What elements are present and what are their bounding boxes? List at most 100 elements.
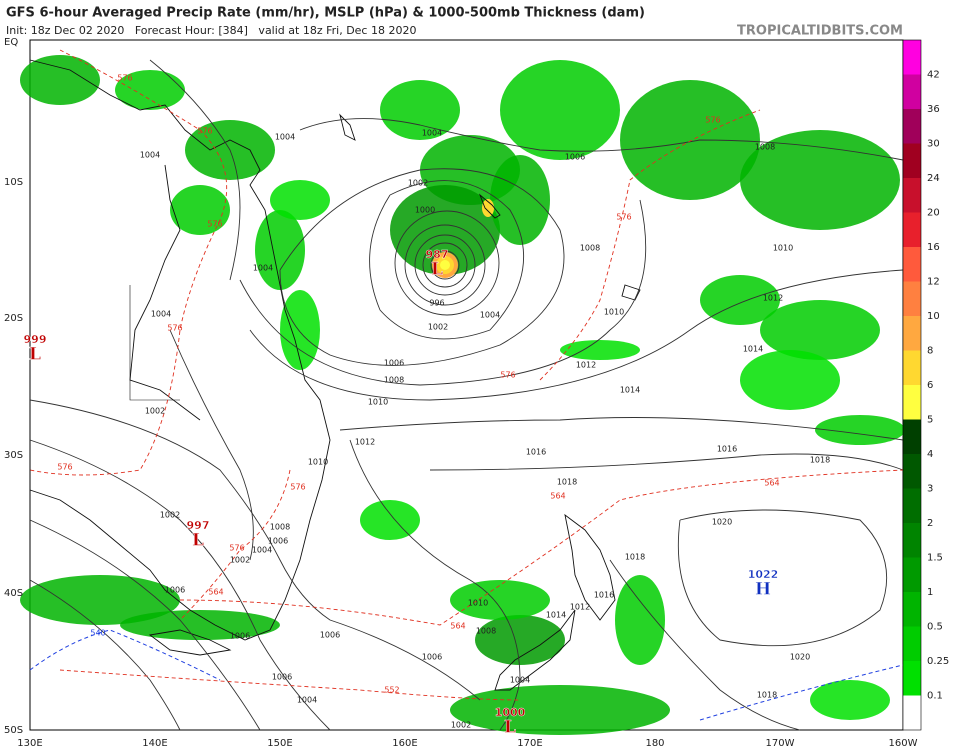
subtitle: Init: 18z Dec 02 2020 Forecast Hour: [38… (6, 24, 416, 37)
colorbar-segment (903, 626, 921, 661)
colorbar-segment (903, 74, 921, 109)
lat-label: 10S (4, 177, 23, 188)
thickness-label: 576 (705, 116, 720, 125)
isobar-label: 1014 (546, 611, 566, 620)
thickness-label: 564 (208, 588, 223, 597)
isobar-label: 1006 (268, 537, 288, 546)
colorbar-label: 0.1 (927, 691, 943, 702)
isobar-label: 1008 (580, 244, 600, 253)
precip-area (450, 685, 670, 735)
colorbar-label: 10 (927, 311, 940, 322)
precip-area (255, 210, 305, 290)
isobar-label: 1020 (712, 518, 732, 527)
precip-area (270, 180, 330, 220)
lat-label: 30S (4, 450, 23, 461)
isobar-label: 1004 (252, 546, 272, 555)
colorbar-label: 0.5 (927, 622, 943, 633)
colorbar-segment (903, 247, 921, 282)
isobar-label: 1002 (428, 323, 448, 332)
precip-area (20, 55, 100, 105)
isobar-label: 1004 (422, 129, 442, 138)
precip-area (475, 615, 565, 665)
isobar-label: 1016 (526, 448, 546, 457)
colorbar-label: 5 (927, 415, 933, 426)
colorbar-segment (903, 419, 921, 454)
colorbar: 0.1 0.25 0.5 1 1.5 2 3 4 5 6 8 10 12 16 20 24 30 36 42 (902, 39, 949, 731)
isobar-label: 1004 (151, 310, 171, 319)
pressure-letter: H (755, 580, 771, 600)
precip-area (615, 575, 665, 665)
precip-area (280, 290, 320, 370)
thickness-label: 576 (57, 463, 72, 472)
colorbar-segment (903, 316, 921, 351)
isobar-label: 1006 (165, 586, 185, 595)
colorbar-segment (903, 557, 921, 592)
isobar-label: 1018 (557, 478, 577, 487)
isobar-label: 1004 (253, 264, 273, 273)
precip-area (120, 610, 280, 640)
thickness-lines (29, 49, 904, 701)
pressure-value: 1000 (495, 706, 526, 719)
isobar-label: 1008 (476, 627, 496, 636)
colorbar-label: 20 (927, 208, 940, 219)
pressure-value: 999 (24, 333, 47, 346)
isobar-label: 1008 (755, 143, 775, 152)
colorbar-segment (903, 454, 921, 489)
isobar-label: 996 (429, 299, 444, 308)
colorbar-label: 12 (927, 277, 940, 288)
isobar-label: 1002 (145, 407, 165, 416)
isobar-label: 1006 (230, 632, 250, 641)
isobar-label: 1004 (510, 676, 530, 685)
colorbar-label: 24 (927, 173, 940, 184)
isobar-label: 1014 (743, 345, 763, 354)
isobar-label: 1018 (625, 553, 645, 562)
lat-label: 20S (4, 313, 23, 324)
isobar-label: 1012 (763, 294, 783, 303)
isobar-label: 1008 (384, 376, 404, 385)
colorbar-label: 1.5 (927, 553, 943, 564)
thickness-label: 564 (550, 492, 565, 501)
colorbar-label: 2 (927, 518, 933, 529)
colorbar-segment (903, 40, 921, 75)
isobar-label: 1008 (270, 523, 290, 532)
isobar-label: 1010 (308, 458, 328, 467)
isobar-label: 1000 (415, 206, 435, 215)
colorbar-label: 6 (927, 380, 933, 391)
precip-area (760, 300, 880, 360)
isobar-label: 1012 (570, 603, 590, 612)
thickness-label: 576 (117, 74, 132, 83)
precip-area (380, 80, 460, 140)
isobar-label: 1006 (320, 631, 340, 640)
lat-label: 50S (4, 725, 23, 736)
thickness-label: 576 (290, 483, 305, 492)
isobar-label: 1018 (757, 691, 777, 700)
colorbar-frame (902, 39, 922, 731)
thickness-label: 576 (197, 127, 212, 136)
colorbar-segment (903, 488, 921, 523)
colorbar-segment (903, 523, 921, 558)
thickness-label: 576 (616, 213, 631, 222)
precip-area (740, 130, 900, 230)
colorbar-label: 16 (927, 242, 940, 253)
isobar-label: 1010 (773, 244, 793, 253)
lon-label: 170W (766, 738, 795, 749)
isobar-label: 1016 (717, 445, 737, 454)
colorbar-segment (903, 695, 921, 730)
precip-area (450, 580, 550, 620)
colorbar-label: 36 (927, 104, 940, 115)
precip-area (115, 70, 185, 110)
lon-label: 130E (17, 738, 42, 749)
lon-label: 140E (142, 738, 167, 749)
thickness-label: 564 (450, 622, 465, 631)
isobar-label: 1016 (594, 591, 614, 600)
isobar-label: 1002 (160, 511, 180, 520)
colorbar-label: 3 (927, 484, 933, 495)
colorbar-label: 30 (927, 139, 940, 150)
isobar-label: 1012 (355, 438, 375, 447)
thickness-label: 564 (764, 479, 779, 488)
thickness-label: 540 (90, 629, 105, 638)
isobars (29, 59, 904, 731)
precip-area (360, 500, 420, 540)
